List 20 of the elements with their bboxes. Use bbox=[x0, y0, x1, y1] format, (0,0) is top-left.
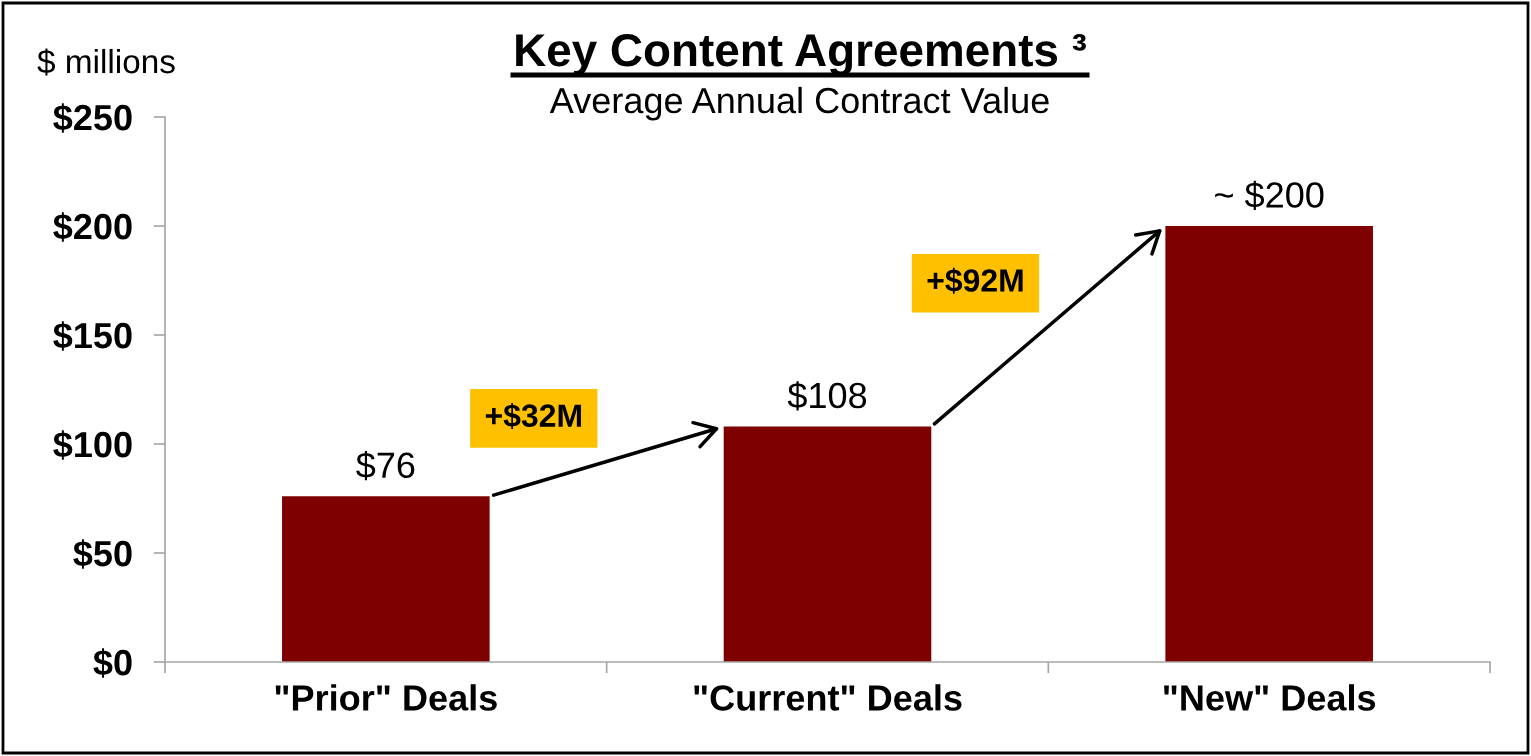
annotation: +$32M bbox=[485, 402, 581, 430]
x-tick-label: "Current" Deals bbox=[694, 684, 962, 711]
chart-subtitle: Average Annual Contract Value bbox=[549, 86, 1049, 121]
x-tick-label: "Prior" Deals bbox=[275, 684, 497, 711]
data-label: $76 bbox=[356, 450, 415, 481]
data-label: $108 bbox=[787, 381, 867, 411]
data-label: ~ $200 bbox=[1215, 180, 1324, 210]
y-tick-label: $150 bbox=[53, 321, 132, 351]
bar bbox=[282, 496, 490, 662]
annotation: +$92M bbox=[927, 267, 1023, 294]
bar bbox=[723, 426, 932, 662]
chart-title: Key Content Agreements ³ bbox=[516, 34, 1086, 76]
bar bbox=[1165, 226, 1373, 662]
y-axis-title: $ millions bbox=[37, 48, 175, 76]
y-tick-label: $100 bbox=[53, 430, 132, 460]
y-tick-label: $50 bbox=[73, 539, 132, 569]
y-tick-label: $0 bbox=[93, 648, 132, 678]
x-tick-label: "New" Deals bbox=[1164, 684, 1376, 711]
y-tick-label: $200 bbox=[53, 212, 132, 242]
y-tick-label: $250 bbox=[53, 103, 132, 133]
